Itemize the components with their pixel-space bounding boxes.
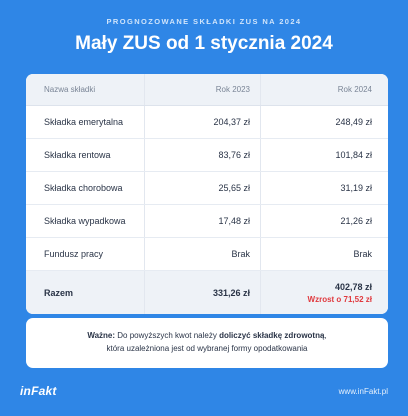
column-header-2024: Rok 2024 — [260, 74, 388, 105]
note-text-2: , — [324, 331, 327, 340]
row-value-2023: 204,37 zł — [144, 106, 260, 138]
row-value-2024: Brak — [260, 238, 388, 270]
table-row: Składka rentowa 83,76 zł 101,84 zł — [26, 139, 388, 172]
row-value-2023: 83,76 zł — [144, 139, 260, 171]
note-bold-mid: doliczyć składkę zdrowotną — [219, 331, 325, 340]
row-value-2023: 17,48 zł — [144, 205, 260, 237]
increase-badge: Wzrost o 71,52 zł — [307, 295, 372, 304]
table-row: Składka wypadkowa 17,48 zł 21,26 zł — [26, 205, 388, 238]
website-link[interactable]: www.inFakt.pl — [338, 387, 388, 396]
table-row: Fundusz pracy Brak Brak — [26, 238, 388, 271]
total-value-2024: 402,78 zł — [334, 282, 372, 292]
total-cell-2024: 402,78 zł Wzrost o 71,52 zł — [260, 271, 388, 314]
infakt-logo: inFakt — [20, 384, 57, 398]
kicker-heading: PROGNOZOWANE SKŁADKI ZUS NA 2024 — [106, 17, 302, 26]
row-name: Składka rentowa — [44, 150, 111, 160]
row-name: Fundusz pracy — [44, 249, 104, 259]
note-line-2: która uzależniona jest od wybranej formy… — [106, 344, 308, 353]
row-value-2023: Brak — [144, 238, 260, 270]
row-name: Składka emerytalna — [44, 117, 124, 127]
row-name: Składka wypadkowa — [44, 216, 126, 226]
table-row: Składka chorobowa 25,65 zł 31,19 zł — [26, 172, 388, 205]
row-value-2024: 248,49 zł — [260, 106, 388, 138]
row-name: Składka chorobowa — [44, 183, 123, 193]
total-value-2023: 331,26 zł — [144, 271, 260, 314]
total-label: Razem — [44, 288, 74, 298]
column-header-name: Nazwa składki — [44, 85, 96, 94]
row-value-2024: 31,19 zł — [260, 172, 388, 204]
contributions-table: Nazwa składki Rok 2023 Rok 2024 Składka … — [26, 74, 388, 314]
important-note: Ważne: Do powyższych kwot należy doliczy… — [26, 318, 388, 368]
row-value-2024: 21,26 zł — [260, 205, 388, 237]
note-bold-prefix: Ważne: — [87, 331, 116, 340]
note-text-1: Do powyższych kwot należy — [115, 331, 220, 340]
table-total-row: Razem 331,26 zł 402,78 zł Wzrost o 71,52… — [26, 271, 388, 314]
row-value-2023: 25,65 zł — [144, 172, 260, 204]
table-row: Składka emerytalna 204,37 zł 248,49 zł — [26, 106, 388, 139]
table-header-row: Nazwa składki Rok 2023 Rok 2024 — [26, 74, 388, 106]
row-value-2024: 101,84 zł — [260, 139, 388, 171]
page-title: Mały ZUS od 1 stycznia 2024 — [75, 33, 333, 54]
column-header-2023: Rok 2023 — [144, 74, 260, 105]
